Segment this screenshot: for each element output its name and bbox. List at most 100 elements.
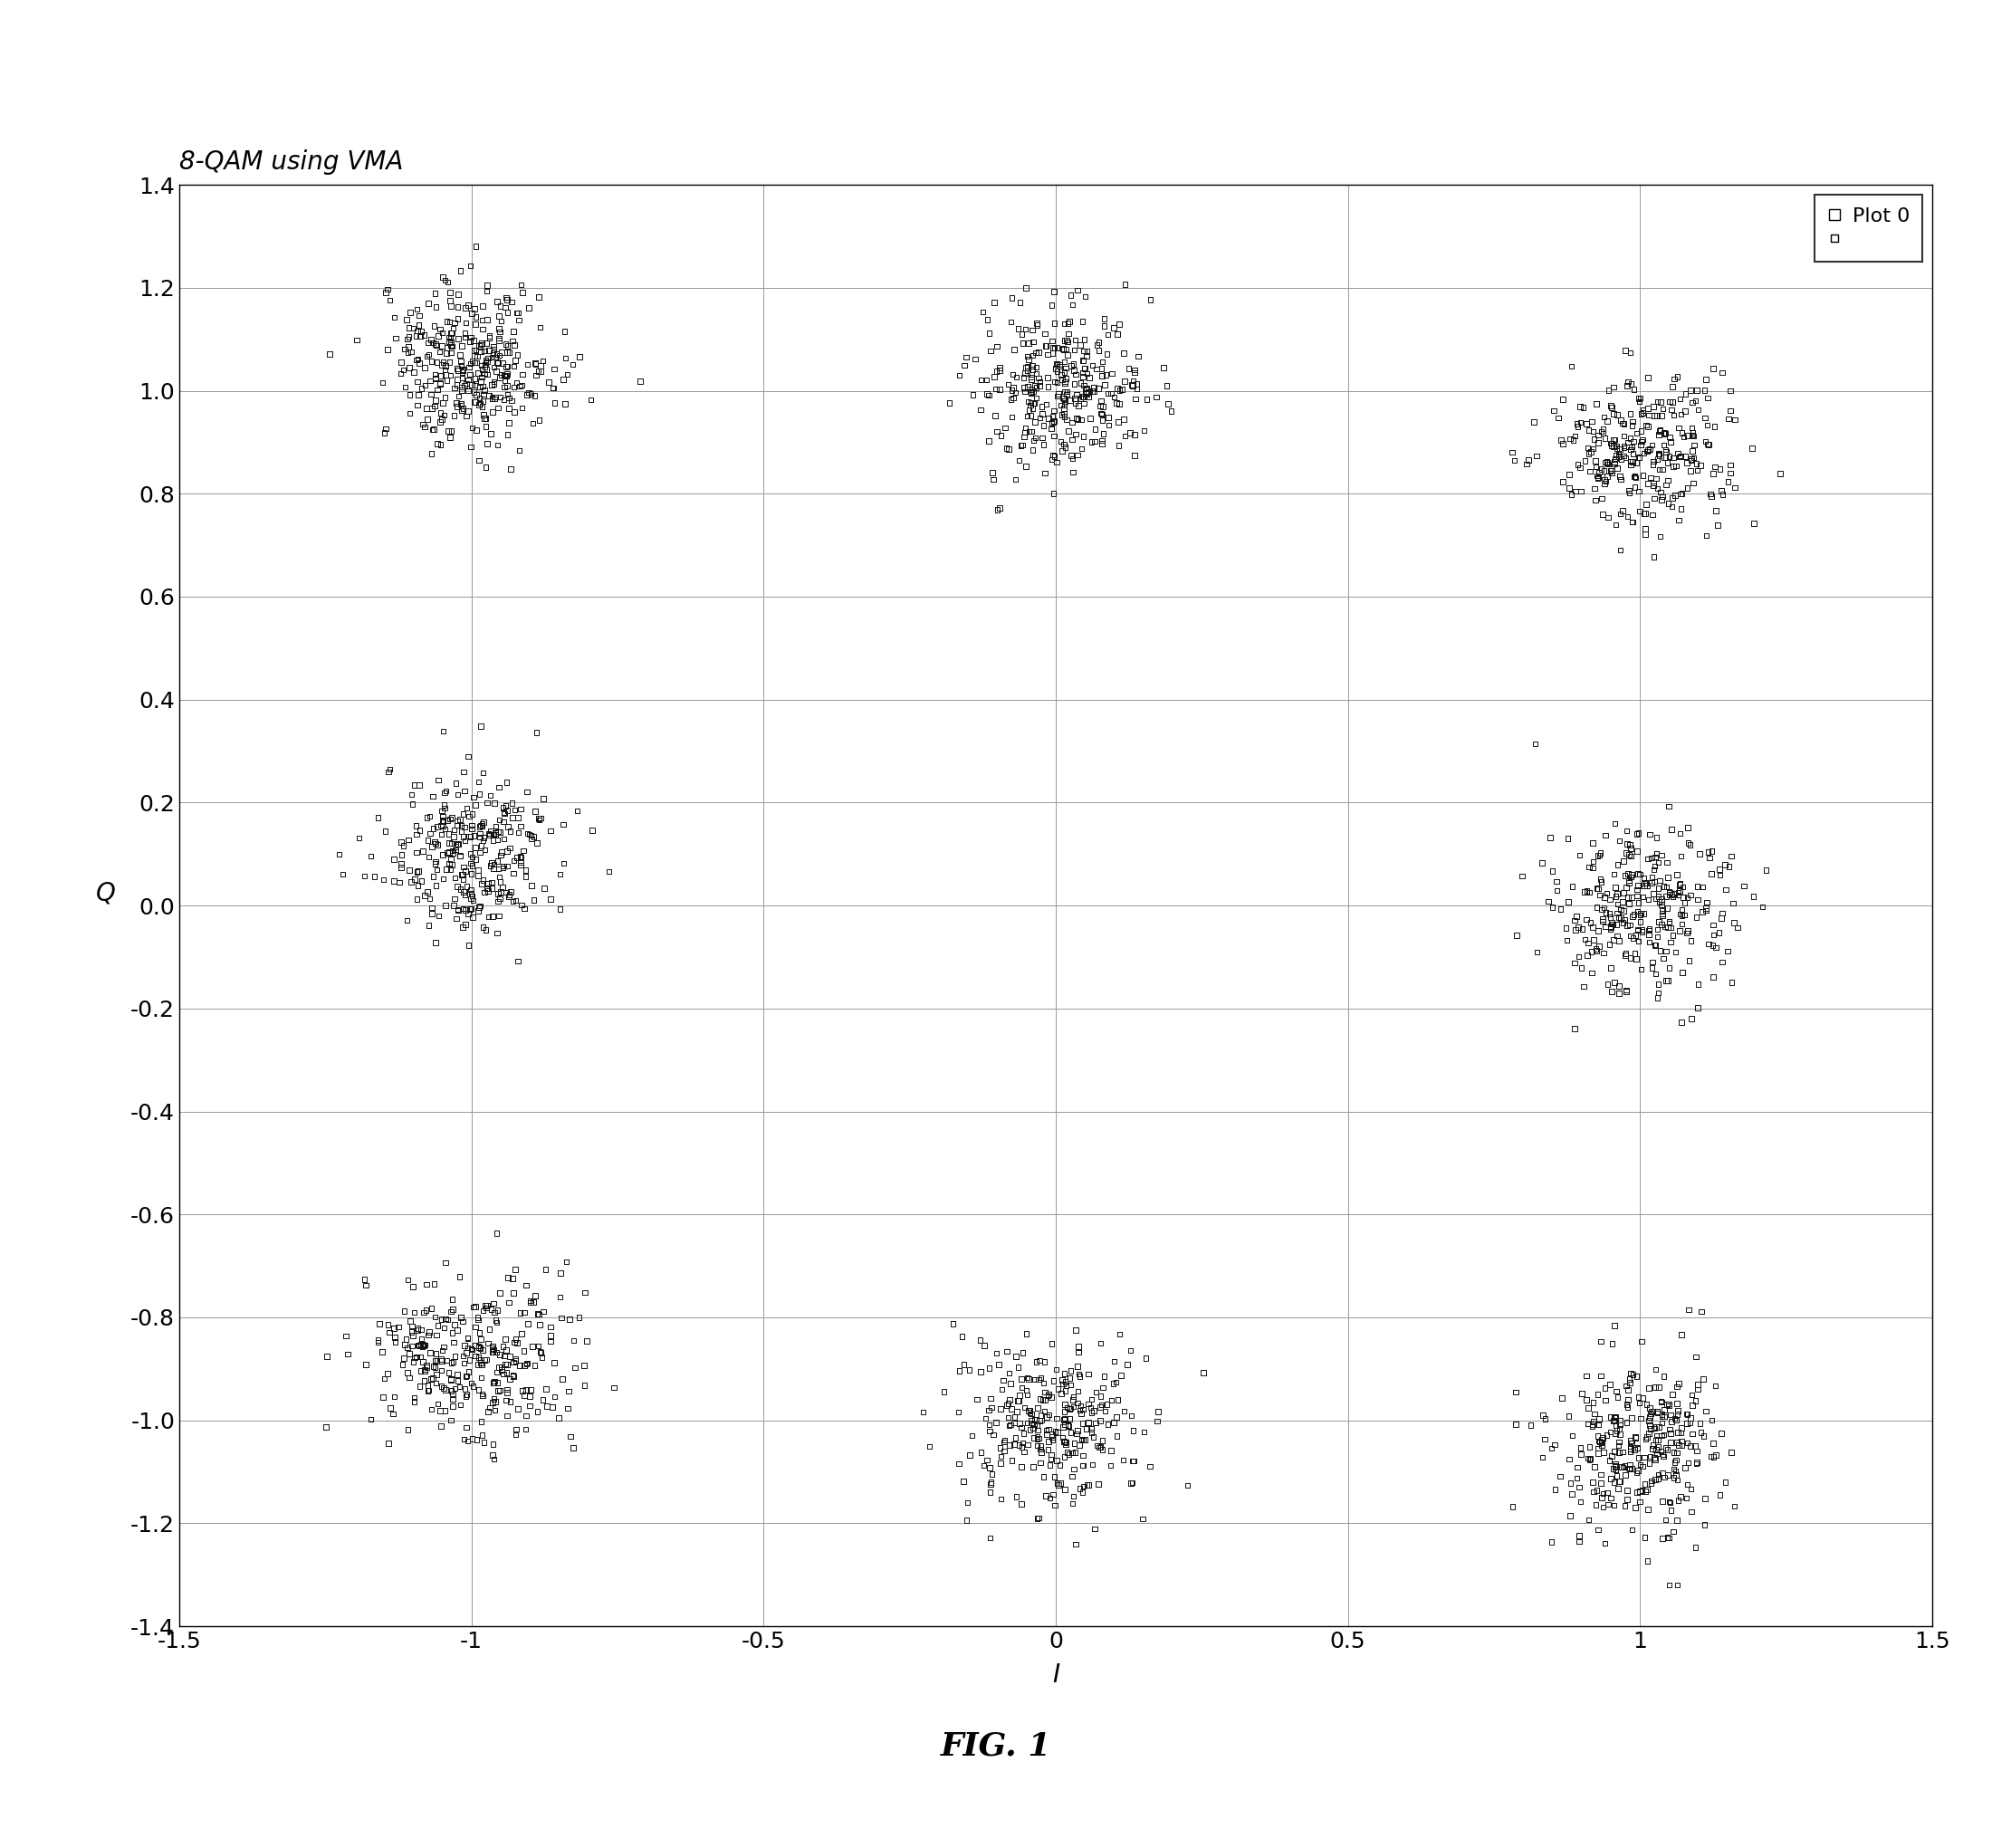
Point (490, 1358, 522, 1388)
Point (480, 357, 512, 386)
Point (1582, 937, 1614, 967)
Point (476, 1334, 508, 1364)
Point (1026, 1386, 1058, 1416)
Point (1619, 1493, 1651, 1523)
Point (1570, 445, 1602, 475)
Point (550, 344, 582, 373)
Point (484, 867, 516, 896)
Point (1663, 869, 1695, 898)
Point (1623, 1443, 1655, 1473)
Point (1633, 1403, 1665, 1432)
Point (392, 338, 424, 368)
Point (1104, 1319, 1135, 1349)
Point (1588, 1438, 1619, 1467)
Point (1643, 442, 1675, 471)
Point (1060, 419, 1092, 449)
Point (998, 1403, 1030, 1432)
Point (1578, 926, 1610, 955)
Point (1056, 444, 1088, 473)
Point (1046, 360, 1078, 390)
Point (1500, 1377, 1532, 1406)
Point (470, 1290, 502, 1319)
Point (1612, 830, 1643, 859)
Point (1602, 920, 1633, 950)
Point (984, 353, 1016, 383)
Point (1633, 1441, 1665, 1471)
Point (1151, 390, 1183, 419)
Point (1024, 371, 1056, 401)
Point (1042, 357, 1074, 386)
Point (436, 331, 468, 360)
Point (434, 347, 466, 377)
Point (1058, 1382, 1090, 1412)
Point (466, 314, 498, 344)
Point (1627, 397, 1659, 427)
Point (1612, 1484, 1643, 1514)
Point (1659, 1404, 1691, 1434)
Point (426, 405, 458, 434)
Point (432, 837, 464, 867)
Point (418, 826, 450, 856)
Point (426, 331, 458, 360)
Point (1048, 1404, 1080, 1434)
Point (402, 301, 434, 331)
Point (436, 828, 468, 857)
Point (1582, 841, 1614, 870)
Point (388, 1343, 420, 1373)
Point (458, 336, 490, 366)
Point (1689, 403, 1721, 432)
Point (970, 364, 1002, 394)
Point (482, 887, 514, 917)
Point (538, 355, 570, 384)
Point (914, 1432, 946, 1462)
Point (1058, 355, 1090, 384)
Point (1633, 913, 1665, 942)
Point (1014, 1416, 1046, 1445)
Point (550, 1247, 582, 1277)
Point (412, 843, 444, 872)
Point (444, 390, 476, 419)
Point (363, 1308, 394, 1338)
Point (1627, 499, 1659, 529)
Point (502, 1393, 534, 1423)
Point (478, 789, 510, 819)
Point (1637, 1397, 1669, 1427)
Point (1052, 327, 1084, 357)
Point (1116, 1336, 1147, 1366)
Point (1594, 930, 1625, 959)
Point (1048, 429, 1080, 458)
Point (1687, 1421, 1719, 1451)
Point (1068, 362, 1100, 392)
Point (508, 1380, 540, 1410)
Point (1048, 334, 1080, 364)
Point (1050, 353, 1082, 383)
Point (516, 1332, 548, 1362)
Point (1649, 1504, 1681, 1534)
Point (1627, 395, 1659, 425)
Point (1633, 928, 1665, 957)
Point (1639, 1412, 1671, 1441)
Point (1048, 384, 1080, 414)
Point (341, 325, 373, 355)
Point (1114, 418, 1145, 447)
Point (458, 325, 490, 355)
Point (1038, 309, 1070, 338)
Point (420, 828, 452, 857)
Point (456, 1425, 488, 1454)
Point (488, 808, 520, 837)
Point (398, 865, 430, 894)
Point (1614, 1436, 1645, 1465)
Point (444, 1262, 476, 1292)
Point (448, 880, 480, 909)
Point (1564, 1432, 1596, 1462)
Point (416, 394, 448, 423)
Point (1572, 941, 1604, 970)
Point (1610, 1491, 1641, 1521)
Point (1036, 408, 1068, 438)
Point (1645, 1388, 1677, 1417)
Point (976, 1460, 1008, 1489)
Point (1633, 920, 1665, 950)
Point (526, 1342, 558, 1371)
Point (1582, 1379, 1614, 1408)
Point (1072, 1390, 1104, 1419)
